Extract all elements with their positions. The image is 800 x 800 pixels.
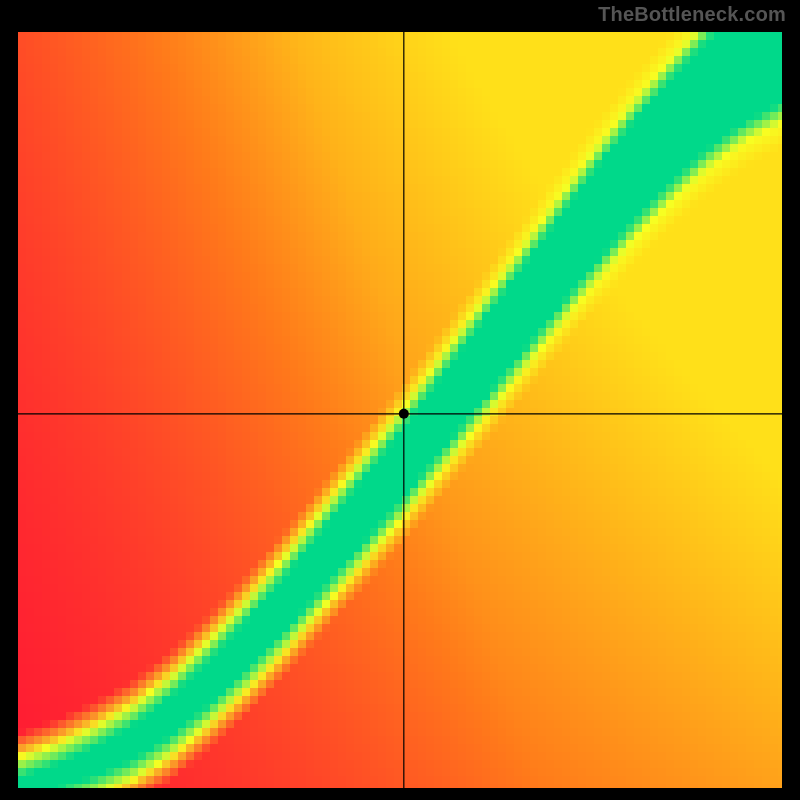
watermark-text: TheBottleneck.com [598, 4, 786, 27]
chart-container: TheBottleneck.com [0, 0, 800, 800]
bottleneck-heatmap [18, 32, 782, 788]
